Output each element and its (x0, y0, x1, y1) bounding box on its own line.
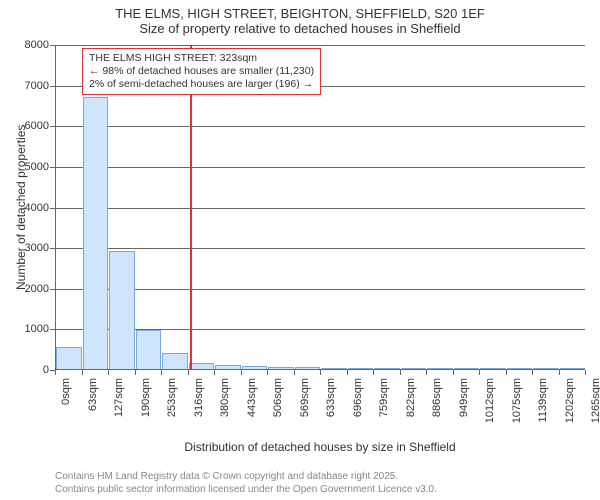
xtick-label: 63sqm (87, 378, 99, 438)
xtick-mark (400, 370, 401, 375)
histogram-chart: THE ELMS HIGH STREET: 323sqm← 98% of det… (55, 45, 585, 370)
gridline (56, 45, 585, 46)
histogram-bar (507, 368, 533, 369)
histogram-bar (401, 368, 427, 369)
ytick-label: 0 (15, 364, 49, 376)
ytick-label: 7000 (15, 80, 49, 92)
xtick-label: 696sqm (352, 378, 364, 438)
xtick-label: 759sqm (378, 378, 390, 438)
histogram-bar (348, 368, 374, 369)
xtick-label: 190sqm (140, 378, 152, 438)
xtick-label: 822sqm (405, 378, 417, 438)
ytick-mark (50, 329, 55, 330)
xtick-label: 253sqm (166, 378, 178, 438)
histogram-bar (162, 353, 188, 369)
xtick-label: 1139sqm (537, 378, 549, 438)
x-axis-label: Distribution of detached houses by size … (55, 440, 585, 454)
xtick-mark (161, 370, 162, 375)
xtick-label: 1075sqm (511, 378, 523, 438)
title-line-1: THE ELMS, HIGH STREET, BEIGHTON, SHEFFIE… (0, 6, 600, 21)
annotation-line-3: 2% of semi-detached houses are larger (1… (89, 78, 314, 91)
xtick-label: 949sqm (458, 378, 470, 438)
xtick-label: 0sqm (60, 378, 72, 438)
footer-line-1: Contains HM Land Registry data © Crown c… (55, 471, 437, 484)
histogram-bar (109, 251, 135, 369)
xtick-mark (559, 370, 560, 375)
xtick-label: 886sqm (431, 378, 443, 438)
xtick-mark (506, 370, 507, 375)
xtick-mark (453, 370, 454, 375)
footer-line-2: Contains public sector information licen… (55, 484, 437, 497)
xtick-mark (108, 370, 109, 375)
ytick-mark (50, 126, 55, 127)
footer-attribution: Contains HM Land Registry data © Crown c… (55, 471, 437, 496)
ytick-label: 6000 (15, 120, 49, 132)
ytick-mark (50, 86, 55, 87)
xtick-label: 380sqm (219, 378, 231, 438)
ytick-label: 5000 (15, 161, 49, 173)
histogram-bar (454, 368, 480, 369)
histogram-bar (374, 368, 400, 369)
gridline (56, 208, 585, 209)
ytick-mark (50, 45, 55, 46)
ytick-mark (50, 248, 55, 249)
xtick-mark (426, 370, 427, 375)
histogram-bar (268, 367, 294, 369)
ytick-mark (50, 167, 55, 168)
xtick-label: 316sqm (193, 378, 205, 438)
xtick-mark (320, 370, 321, 375)
xtick-mark (135, 370, 136, 375)
ytick-label: 2000 (15, 283, 49, 295)
xtick-mark (479, 370, 480, 375)
xtick-label: 127sqm (113, 378, 125, 438)
xtick-mark (294, 370, 295, 375)
histogram-bar (83, 97, 109, 369)
histogram-bar (560, 368, 586, 369)
xtick-label: 1265sqm (590, 378, 600, 438)
xtick-label: 1202sqm (564, 378, 576, 438)
xtick-mark (347, 370, 348, 375)
xtick-mark (188, 370, 189, 375)
xtick-mark (55, 370, 56, 375)
xtick-label: 443sqm (246, 378, 258, 438)
ytick-label: 3000 (15, 242, 49, 254)
xtick-label: 1012sqm (484, 378, 496, 438)
xtick-mark (214, 370, 215, 375)
annotation-line-1: THE ELMS HIGH STREET: 323sqm (89, 52, 314, 65)
title-line-2: Size of property relative to detached ho… (0, 21, 600, 36)
ytick-label: 8000 (15, 39, 49, 51)
histogram-bar (321, 368, 347, 369)
histogram-bar (427, 368, 453, 369)
gridline (56, 167, 585, 168)
gridline (56, 126, 585, 127)
ytick-mark (50, 208, 55, 209)
xtick-mark (267, 370, 268, 375)
histogram-bar (533, 368, 559, 369)
xtick-mark (241, 370, 242, 375)
histogram-bar (189, 363, 215, 369)
histogram-bar (295, 367, 321, 369)
xtick-label: 633sqm (325, 378, 337, 438)
histogram-bar (136, 330, 162, 369)
property-annotation: THE ELMS HIGH STREET: 323sqm← 98% of det… (82, 48, 321, 95)
histogram-bar (56, 347, 82, 369)
xtick-label: 569sqm (299, 378, 311, 438)
xtick-mark (585, 370, 586, 375)
histogram-bar (480, 368, 506, 369)
histogram-bar (215, 365, 241, 369)
xtick-label: 506sqm (272, 378, 284, 438)
xtick-mark (532, 370, 533, 375)
ytick-label: 1000 (15, 323, 49, 335)
xtick-mark (373, 370, 374, 375)
ytick-mark (50, 289, 55, 290)
histogram-bar (242, 366, 268, 369)
gridline (56, 289, 585, 290)
gridline (56, 248, 585, 249)
xtick-mark (82, 370, 83, 375)
ytick-label: 4000 (15, 202, 49, 214)
annotation-line-2: ← 98% of detached houses are smaller (11… (89, 65, 314, 78)
